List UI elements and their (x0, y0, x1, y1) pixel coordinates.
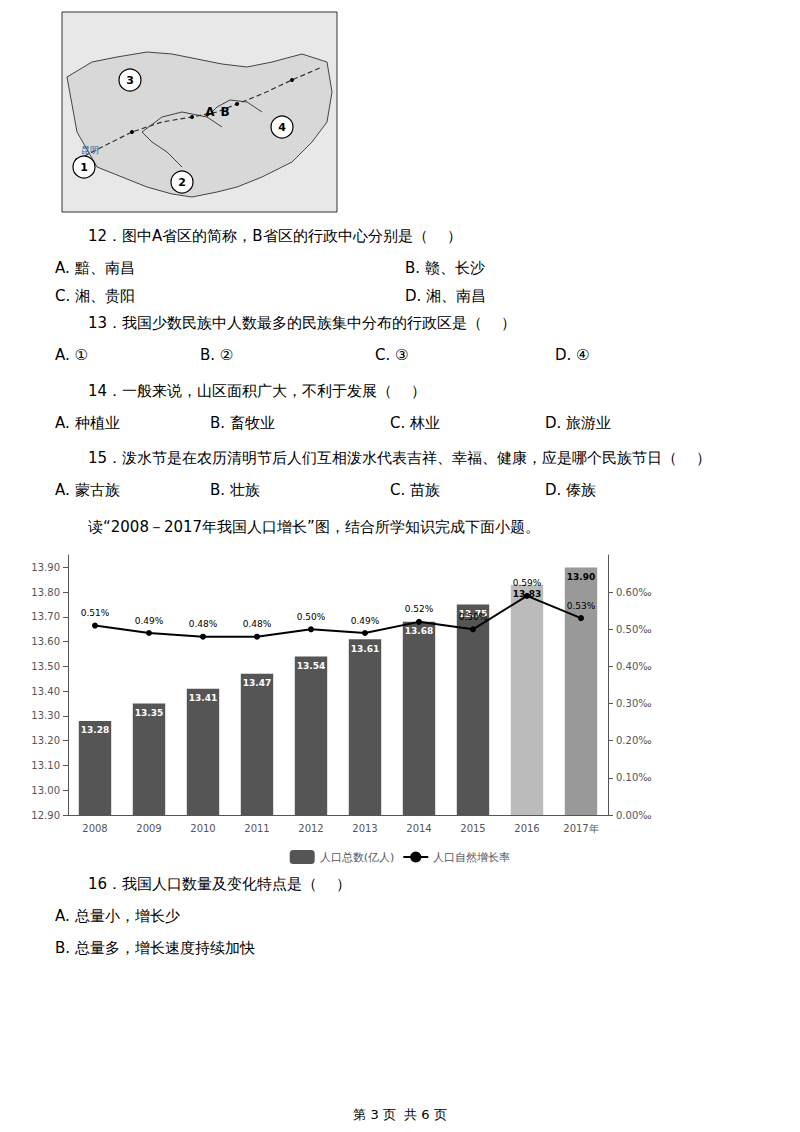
svg-text:A. 黯、南昌: A. 黯、南昌 (55, 259, 135, 277)
svg-text:人口自然增长率: 人口自然增长率 (433, 851, 510, 864)
svg-text:15．泼水节是在农历清明节后人们互相泼水代表吉祥、幸福、健康: 15．泼水节是在农历清明节后人们互相泼水代表吉祥、幸福、健康，应是哪个民族节日（… (88, 449, 711, 467)
svg-text:0.52%: 0.52% (405, 604, 434, 614)
svg-text:13.54: 13.54 (297, 661, 325, 671)
svg-text:4: 4 (278, 121, 286, 134)
svg-text:13.41: 13.41 (189, 693, 217, 703)
svg-text:13.30: 13.30 (31, 710, 60, 721)
svg-text:A. 蒙古族: A. 蒙古族 (55, 481, 120, 499)
svg-text:第 3 页 共 6 页: 第 3 页 共 6 页 (353, 1107, 446, 1122)
svg-text:0.00‰: 0.00‰ (616, 810, 652, 821)
svg-text:2011: 2011 (244, 823, 269, 834)
svg-text:D. 旅游业: D. 旅游业 (545, 414, 611, 432)
svg-text:A. 总量小，增长少: A. 总量小，增长少 (55, 907, 180, 925)
svg-text:2010: 2010 (190, 823, 215, 834)
svg-text:3: 3 (126, 74, 134, 87)
svg-text:1: 1 (80, 161, 88, 174)
svg-text:13.00: 13.00 (31, 785, 60, 796)
svg-text:B. 总量多，增长速度持续加快: B. 总量多，增长速度持续加快 (55, 939, 255, 957)
svg-text:2015: 2015 (460, 823, 485, 834)
svg-text:13.20: 13.20 (31, 735, 60, 746)
svg-text:2017年: 2017年 (563, 823, 598, 834)
svg-text:B: B (220, 105, 229, 119)
svg-text:D. 湘、南昌: D. 湘、南昌 (405, 287, 486, 305)
svg-text:0.59%: 0.59% (513, 578, 542, 588)
svg-text:13.90: 13.90 (31, 562, 60, 573)
svg-text:0.49%: 0.49% (135, 616, 164, 626)
svg-text:2016: 2016 (514, 823, 539, 834)
svg-text:A. 种植业: A. 种植业 (55, 414, 120, 432)
svg-text:0.53%: 0.53% (567, 601, 596, 611)
svg-text:0.30‰: 0.30‰ (616, 698, 652, 709)
svg-text:2012: 2012 (298, 823, 323, 834)
svg-text:13.28: 13.28 (81, 725, 109, 735)
svg-text:12.90: 12.90 (31, 810, 60, 821)
svg-text:13.35: 13.35 (135, 708, 163, 718)
svg-text:13．我国少数民族中人数最多的民族集中分布的行政区是（: 13．我国少数民族中人数最多的民族集中分布的行政区是（ ） (88, 314, 516, 332)
svg-text:13.60: 13.60 (31, 636, 60, 647)
svg-text:0.10‰: 0.10‰ (616, 772, 652, 783)
svg-text:C. 苗族: C. 苗族 (390, 481, 440, 499)
svg-text:13.70: 13.70 (31, 611, 60, 622)
svg-text:B. 壮族: B. 壮族 (210, 481, 260, 499)
svg-text:人口总数(亿人): 人口总数(亿人) (320, 851, 395, 864)
svg-text:12．图中A省区的简称，B省区的行政中心分别是（ ）: 12．图中A省区的简称，B省区的行政中心分别是（ ） (88, 227, 462, 245)
svg-text:B. ②: B. ② (200, 346, 233, 364)
svg-text:0.40‰: 0.40‰ (616, 661, 652, 672)
svg-text:0.48%: 0.48% (243, 619, 272, 629)
svg-text:2: 2 (178, 176, 186, 189)
svg-text:B. 赣、长沙: B. 赣、长沙 (405, 259, 485, 277)
svg-text:0.51%: 0.51% (81, 608, 110, 618)
svg-text:B. 畜牧业: B. 畜牧业 (210, 414, 275, 432)
svg-text:2013: 2013 (352, 823, 377, 834)
svg-text:0.48%: 0.48% (189, 619, 218, 629)
svg-text:昆明: 昆明 (81, 145, 99, 155)
svg-text:13.61: 13.61 (351, 644, 379, 654)
svg-text:C. 湘、贵阳: C. 湘、贵阳 (55, 287, 135, 305)
svg-text:D. 傣族: D. 傣族 (545, 481, 596, 499)
svg-text:14．一般来说，山区面积广大，不利于发展（ ）: 14．一般来说，山区面积广大，不利于发展（ ） (88, 382, 426, 400)
svg-text:2009: 2009 (136, 823, 161, 834)
svg-text:C. ③: C. ③ (375, 346, 408, 364)
svg-text:D. ④: D. ④ (555, 346, 590, 364)
svg-text:16．我国人口数量及变化特点是（ ）: 16．我国人口数量及变化特点是（ ） (88, 875, 351, 893)
svg-text:C. 林业: C. 林业 (390, 414, 440, 432)
svg-text:0.50‰: 0.50‰ (616, 624, 652, 635)
svg-text:13.10: 13.10 (31, 760, 60, 771)
svg-text:13.90: 13.90 (567, 572, 595, 582)
svg-text:A. ①: A. ① (55, 346, 88, 364)
svg-text:0.50%: 0.50% (297, 612, 326, 622)
svg-text:读“2008－2017年我国人口增长”图，结合所学知识完成下: 读“2008－2017年我国人口增长”图，结合所学知识完成下面小题。 (88, 518, 540, 536)
svg-text:2014: 2014 (406, 823, 431, 834)
svg-text:0.50%: 0.50% (459, 612, 488, 622)
svg-text:13.50: 13.50 (31, 661, 60, 672)
svg-text:13.83: 13.83 (513, 589, 541, 599)
svg-text:A: A (205, 105, 215, 119)
svg-text:0.60‰: 0.60‰ (616, 587, 652, 598)
svg-text:13.80: 13.80 (31, 587, 60, 598)
svg-text:0.20‰: 0.20‰ (616, 735, 652, 746)
svg-text:2008: 2008 (82, 823, 107, 834)
svg-text:13.40: 13.40 (31, 686, 60, 697)
svg-text:0.49%: 0.49% (351, 616, 380, 626)
svg-text:13.47: 13.47 (243, 678, 271, 688)
svg-text:13.68: 13.68 (405, 626, 433, 636)
